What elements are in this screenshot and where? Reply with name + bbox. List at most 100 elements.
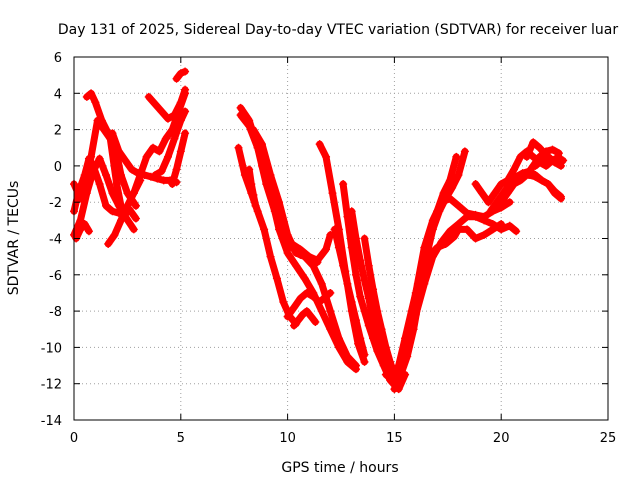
series-arc-18 <box>257 161 360 374</box>
data-point <box>275 198 284 207</box>
data-point <box>144 92 153 101</box>
data-point <box>161 134 170 143</box>
series-track <box>245 166 260 210</box>
data-point <box>249 125 258 134</box>
series-arc-19 <box>283 288 335 321</box>
data-point <box>302 307 311 316</box>
data-point <box>356 334 365 343</box>
y-tick-label: -10 <box>41 341 62 356</box>
data-point <box>351 270 360 279</box>
x-tick-label: 25 <box>600 431 617 446</box>
data-point <box>176 116 185 125</box>
data-point <box>428 216 437 225</box>
data-point <box>290 303 299 312</box>
data-point <box>452 152 461 161</box>
x-tick-label: 0 <box>70 431 78 446</box>
data-point <box>497 219 506 228</box>
data-point <box>249 190 258 199</box>
data-point <box>251 201 260 210</box>
data-point <box>104 239 113 248</box>
data-point <box>490 189 499 198</box>
series-track <box>284 289 334 320</box>
data-point <box>84 154 93 163</box>
data-point <box>151 100 160 109</box>
data-point <box>516 176 525 185</box>
data-point <box>497 180 506 189</box>
data-point <box>424 252 433 261</box>
data-point <box>181 107 190 116</box>
data-point <box>157 167 166 176</box>
data-point <box>524 170 533 179</box>
data-point <box>317 307 326 316</box>
data-point <box>403 339 412 348</box>
data-point <box>283 230 292 239</box>
data-point <box>512 227 521 236</box>
data-layer <box>70 67 568 394</box>
data-point <box>302 288 311 297</box>
series-track <box>168 129 189 188</box>
data-point <box>80 170 89 179</box>
data-point <box>522 152 531 161</box>
data-point <box>157 107 166 116</box>
data-point <box>334 243 343 252</box>
y-tick-label: -4 <box>49 233 62 248</box>
data-point <box>283 249 292 258</box>
data-point <box>97 116 106 125</box>
data-point <box>322 152 331 161</box>
data-point <box>315 140 324 149</box>
data-point <box>542 161 551 170</box>
data-point <box>411 310 420 319</box>
series-arc-36 <box>531 152 566 170</box>
data-point <box>300 252 309 261</box>
data-point <box>364 261 373 270</box>
data-point <box>317 279 326 288</box>
data-point <box>149 143 158 152</box>
data-point <box>176 69 185 78</box>
series-arc-6 <box>72 219 93 243</box>
data-point <box>102 201 111 210</box>
data-point <box>339 180 348 189</box>
chart-title: Day 131 of 2025, Sidereal Day-to-day VTE… <box>58 22 619 38</box>
data-point <box>257 161 266 170</box>
data-point <box>176 98 185 107</box>
series-arc-16 <box>245 165 260 210</box>
data-point <box>91 98 100 107</box>
data-point <box>315 298 324 307</box>
data-point <box>537 176 546 185</box>
data-point <box>114 147 123 156</box>
data-point <box>460 147 469 156</box>
data-point <box>420 243 429 252</box>
data-point <box>309 261 318 270</box>
data-point <box>471 180 480 189</box>
data-point <box>80 219 89 228</box>
data-point <box>503 189 512 198</box>
data-point <box>347 298 356 307</box>
data-point <box>351 316 360 325</box>
data-point <box>322 245 331 254</box>
data-point <box>381 343 390 352</box>
data-point <box>74 189 83 198</box>
data-point <box>369 285 378 294</box>
data-point <box>275 225 284 234</box>
data-point <box>544 180 553 189</box>
data-point <box>260 225 269 234</box>
data-point <box>351 365 360 374</box>
data-point <box>129 189 138 198</box>
data-point <box>176 147 185 156</box>
data-point <box>151 170 160 179</box>
data-point <box>95 180 104 189</box>
data-point <box>170 111 179 120</box>
data-point <box>266 252 275 261</box>
data-point <box>531 172 540 181</box>
data-point <box>330 225 339 234</box>
data-point <box>497 198 506 207</box>
series-track <box>258 162 360 373</box>
tick-layer: 0 5 10 15 20 25 -14 -12 -10 -8 -6 -4 -2 0 2 4 6 <box>41 51 617 446</box>
data-point <box>510 180 519 189</box>
series-arc-30 <box>416 219 506 288</box>
data-point <box>328 189 337 198</box>
data-point <box>454 201 463 210</box>
data-point <box>172 74 181 83</box>
